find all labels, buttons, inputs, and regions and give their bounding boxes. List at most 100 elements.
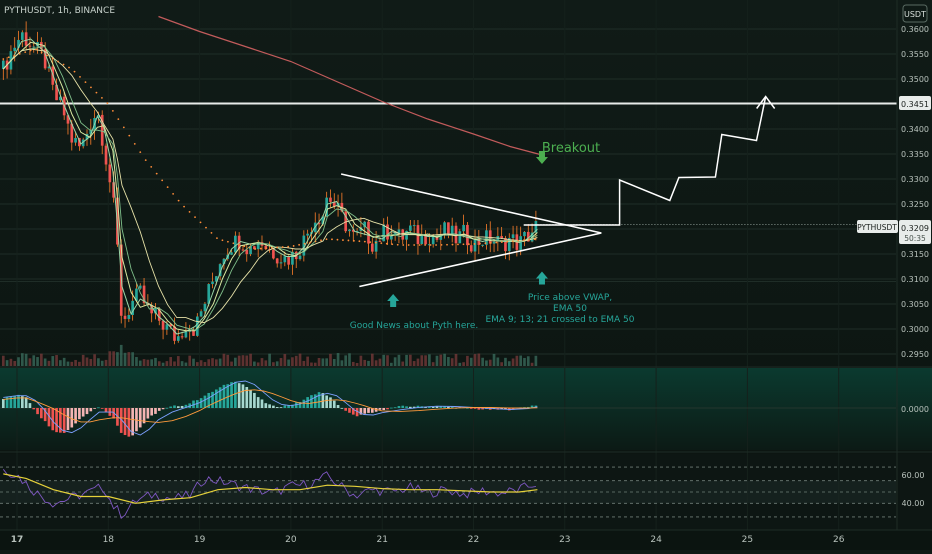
volume-bar — [420, 355, 424, 366]
macd-histogram-bar — [226, 384, 230, 408]
macd-histogram-bar — [154, 408, 157, 414]
macd-histogram-bar — [428, 406, 431, 408]
vwap-dot — [468, 243, 470, 246]
candle-up — [32, 46, 36, 48]
drawings — [340, 95, 776, 307]
time-tick-label: 25 — [742, 535, 753, 545]
volume-bar — [370, 353, 374, 366]
vwap-dot — [111, 109, 114, 112]
candle-up — [393, 233, 397, 236]
symbol-tag-box — [857, 220, 898, 233]
currency-button-label[interactable]: USDT — [904, 10, 926, 19]
volume-bar — [43, 358, 47, 366]
volume-bar — [249, 353, 252, 366]
volume-bar — [530, 362, 534, 366]
volume-bar — [127, 352, 131, 366]
macd-histogram-bar — [382, 408, 386, 411]
volume-bar — [199, 360, 203, 366]
vwap-dot — [248, 246, 251, 249]
vwap-dot — [155, 172, 158, 175]
volume-bar — [150, 359, 153, 366]
candle-down — [104, 145, 108, 165]
volume-bar — [272, 362, 275, 366]
macd-histogram-bar — [359, 408, 363, 415]
macd-histogram-bar — [245, 387, 249, 408]
vwap-dot — [369, 241, 372, 244]
candle-up — [431, 236, 435, 245]
price-tick-label: 0.3150 — [901, 250, 929, 259]
volume-bar — [119, 344, 123, 366]
macd-pane — [0, 380, 896, 437]
vwap-dot — [309, 241, 311, 244]
vwap-dot — [342, 239, 344, 241]
macd-histogram-bar — [127, 408, 131, 437]
volume-bar — [5, 360, 9, 366]
rsi-pane — [0, 466, 896, 519]
macd-histogram-bar — [234, 381, 237, 408]
macd-histogram-bar — [260, 399, 264, 408]
arrow-up-icon — [535, 271, 548, 285]
macd-histogram-bar — [405, 406, 408, 408]
vwap-dot — [276, 246, 279, 249]
volume-bar — [188, 355, 192, 366]
macd-histogram-bar — [511, 408, 515, 410]
price-tag-box — [899, 220, 931, 244]
volume-bar — [40, 353, 43, 366]
volume-bar — [13, 360, 17, 366]
volume-bar — [389, 362, 393, 366]
vwap-dot — [199, 221, 202, 224]
macd-histogram-bar — [412, 406, 416, 408]
macd-histogram-bar — [526, 406, 530, 408]
candle-up — [412, 225, 416, 227]
volume-bar — [424, 355, 427, 366]
macd-histogram-bar — [47, 408, 51, 427]
currency-button[interactable] — [902, 4, 928, 23]
volume-bar — [116, 352, 119, 366]
macd-histogram-bar — [40, 408, 43, 419]
macd-histogram-bar — [173, 405, 176, 408]
vwap-dot — [51, 57, 54, 60]
volume-bar — [462, 362, 465, 366]
vwap-dot — [18, 52, 21, 55]
rsi-band — [0, 480, 896, 504]
volume-bar — [138, 360, 142, 366]
time-axis[interactable]: 17 18 19 20 21 22 23 24 25 26 — [11, 535, 845, 545]
vwap-dot — [511, 240, 514, 243]
volume-bar — [32, 355, 36, 366]
candle-up — [211, 281, 214, 285]
macd-histogram-bar — [291, 404, 294, 408]
candle-down — [370, 243, 374, 252]
volume-bar — [195, 362, 199, 366]
candle-up — [218, 264, 222, 277]
vwap-dot — [489, 241, 492, 244]
candle-up — [127, 314, 131, 319]
candle-up — [131, 300, 134, 315]
candle-up — [519, 236, 523, 250]
vwap-dot — [210, 231, 213, 234]
candle-up — [89, 129, 93, 134]
candle-down — [329, 197, 332, 202]
ema-9-line — [2, 38, 538, 335]
macd-histogram-bar — [283, 405, 287, 408]
volume-bar — [36, 357, 39, 366]
macd-histogram-bar — [51, 408, 55, 431]
candle-up — [85, 133, 89, 140]
price-tick-label: 0.3050 — [901, 300, 929, 309]
macd-histogram-bar — [450, 406, 454, 408]
volume-bar — [359, 355, 363, 366]
candle-down — [28, 45, 32, 47]
breakout-label: Breakout — [542, 141, 600, 156]
volume-bar — [55, 355, 58, 366]
volume-bar — [142, 359, 146, 366]
volume-bar — [51, 356, 55, 366]
vwap-dot — [106, 102, 109, 105]
vwap-dot — [385, 242, 388, 245]
volume-bar — [176, 356, 180, 366]
vwap-dot — [506, 240, 509, 243]
macd-line — [3, 380, 538, 436]
candle-up — [176, 336, 180, 341]
vwap-dot — [183, 205, 185, 208]
macd-histogram-bar — [135, 408, 138, 432]
candle-down — [241, 249, 245, 251]
